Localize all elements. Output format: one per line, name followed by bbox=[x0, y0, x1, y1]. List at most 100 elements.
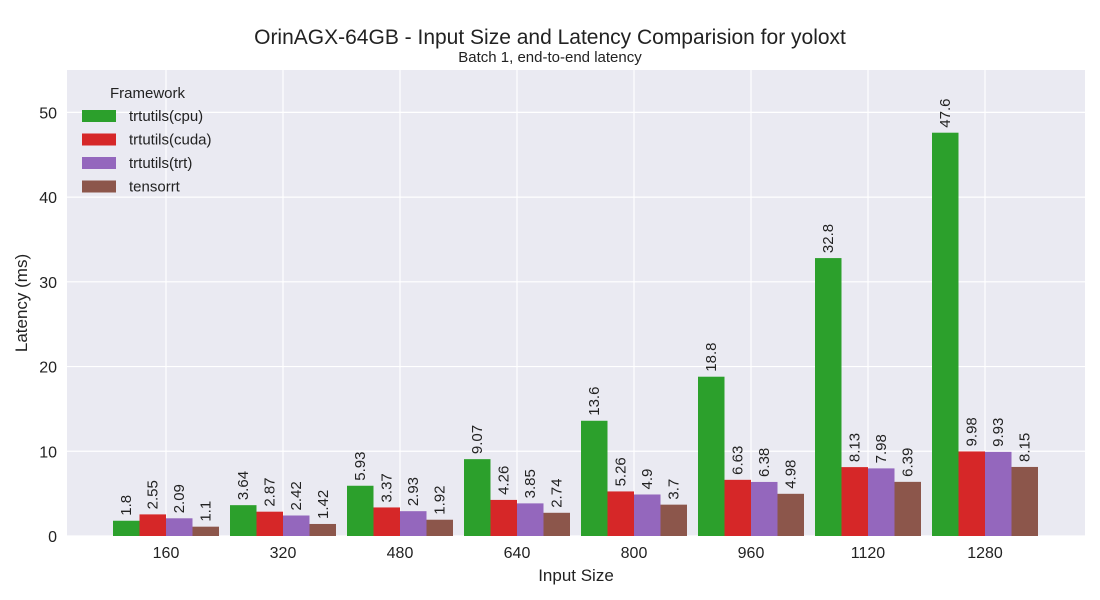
bar-value-label: 4.98 bbox=[783, 460, 800, 489]
x-tick-label: 640 bbox=[504, 545, 531, 562]
y-tick-label: 40 bbox=[39, 190, 57, 207]
x-tick-label: 960 bbox=[738, 545, 765, 562]
bar bbox=[543, 512, 570, 536]
bar-value-label: 6.39 bbox=[900, 448, 917, 477]
bar bbox=[751, 481, 778, 536]
gridlines bbox=[67, 70, 1085, 537]
bar-value-label: 47.6 bbox=[937, 98, 954, 127]
bar-value-label: 1.42 bbox=[315, 490, 332, 519]
bar bbox=[283, 515, 310, 536]
bar-value-label: 1.1 bbox=[198, 501, 215, 522]
y-axis: 0 10 20 30 40 50 bbox=[39, 105, 57, 546]
bar bbox=[607, 491, 634, 536]
legend-swatch bbox=[82, 157, 116, 169]
bar-value-label: 7.98 bbox=[873, 434, 890, 463]
bar bbox=[139, 514, 166, 536]
plot-area bbox=[67, 70, 1085, 536]
x-tick-label: 800 bbox=[621, 545, 648, 562]
bar bbox=[166, 518, 193, 536]
bar-value-label: 3.85 bbox=[522, 469, 539, 498]
bar-value-label: 8.13 bbox=[847, 433, 864, 462]
bar-value-label: 4.26 bbox=[496, 466, 513, 495]
y-tick-label: 10 bbox=[39, 444, 57, 461]
bars-group bbox=[113, 132, 1038, 536]
bar-value-label: 1.8 bbox=[118, 495, 135, 516]
bar bbox=[490, 499, 517, 536]
x-tick-label: 1280 bbox=[967, 545, 1003, 562]
x-tick-label: 160 bbox=[153, 545, 180, 562]
bar bbox=[841, 467, 868, 536]
bar bbox=[1011, 466, 1038, 536]
bar-value-label: 6.38 bbox=[756, 448, 773, 477]
bar bbox=[932, 132, 959, 536]
x-axis: 160 320 480 640 800 960 1120 1280 bbox=[153, 545, 1003, 562]
bar bbox=[660, 504, 687, 536]
bar bbox=[634, 494, 661, 536]
y-axis-label: Latency (ms) bbox=[12, 254, 31, 352]
bar-value-label: 18.8 bbox=[703, 343, 720, 372]
bar-value-label: 2.74 bbox=[549, 479, 566, 508]
chart-subtitle: Batch 1, end-to-end latency bbox=[458, 49, 642, 66]
y-tick-label: 0 bbox=[48, 529, 57, 546]
bar-value-label: 2.93 bbox=[405, 477, 422, 506]
legend-swatch bbox=[82, 110, 116, 122]
bar bbox=[958, 451, 985, 536]
bar bbox=[113, 520, 140, 536]
legend-label: trtutils(cpu) bbox=[129, 108, 203, 125]
bar bbox=[347, 485, 374, 536]
bar bbox=[309, 523, 336, 536]
bar-value-label: 2.09 bbox=[171, 484, 188, 513]
bar bbox=[868, 468, 895, 536]
legend-swatch bbox=[82, 133, 116, 146]
legend-label: trtutils(trt) bbox=[129, 155, 192, 172]
bar bbox=[777, 493, 804, 536]
bar bbox=[698, 376, 725, 536]
bar bbox=[724, 479, 751, 536]
legend-label: trtutils(cuda) bbox=[129, 132, 212, 149]
legend-swatch bbox=[82, 180, 116, 193]
y-tick-label: 50 bbox=[39, 105, 57, 122]
bar-value-label: 4.9 bbox=[639, 469, 656, 490]
bar-value-label: 2.87 bbox=[262, 477, 279, 506]
bar bbox=[894, 481, 921, 536]
bar bbox=[464, 459, 491, 536]
x-axis-label: Input Size bbox=[538, 566, 614, 585]
bar bbox=[256, 511, 283, 536]
bar-value-label: 5.26 bbox=[613, 457, 630, 486]
bar-value-label: 32.8 bbox=[820, 224, 837, 253]
legend-label: tensorrt bbox=[129, 179, 181, 196]
x-tick-label: 320 bbox=[270, 545, 297, 562]
bar-value-label: 8.15 bbox=[1017, 433, 1034, 462]
y-tick-label: 20 bbox=[39, 360, 57, 377]
bar-value-label: 3.7 bbox=[666, 479, 683, 500]
bar bbox=[815, 258, 842, 536]
legend-items: trtutils(cpu) trtutils(cuda) trtutils(trt)… bbox=[82, 108, 212, 196]
bar-value-label: 6.63 bbox=[730, 446, 747, 475]
bar bbox=[400, 511, 427, 536]
bar-value-label: 3.37 bbox=[379, 473, 396, 502]
bar bbox=[192, 526, 219, 536]
bar-value-label: 2.42 bbox=[288, 481, 305, 510]
bar bbox=[426, 519, 453, 536]
bar bbox=[985, 451, 1012, 536]
chart-title: OrinAGX-64GB - Input Size and Latency Co… bbox=[254, 26, 846, 49]
bar bbox=[517, 503, 544, 536]
bar bbox=[373, 507, 400, 536]
y-tick-label: 30 bbox=[39, 275, 57, 292]
bar-value-label: 2.55 bbox=[145, 480, 162, 509]
bar bbox=[230, 505, 257, 536]
bar-labels-group: 1.8 3.64 5.93 9.07 13.6 18.8 32.8 47.6 2.55 2.87 3… bbox=[118, 98, 1034, 521]
bar-value-label: 5.93 bbox=[352, 452, 369, 481]
bar-value-label: 9.07 bbox=[469, 425, 486, 454]
x-tick-label: 1120 bbox=[851, 545, 886, 562]
bar-value-label: 9.98 bbox=[964, 417, 981, 446]
legend-title: Framework bbox=[110, 85, 186, 102]
bar bbox=[581, 420, 608, 536]
bar-value-label: 9.93 bbox=[990, 418, 1007, 447]
bar-value-label: 13.6 bbox=[586, 387, 603, 416]
bar-value-label: 1.92 bbox=[432, 486, 449, 515]
legend: Framework trtutils(cpu)trtutils(cuda)trt… bbox=[82, 85, 212, 196]
x-tick-label: 480 bbox=[387, 545, 414, 562]
bar-value-label: 3.64 bbox=[235, 471, 252, 500]
